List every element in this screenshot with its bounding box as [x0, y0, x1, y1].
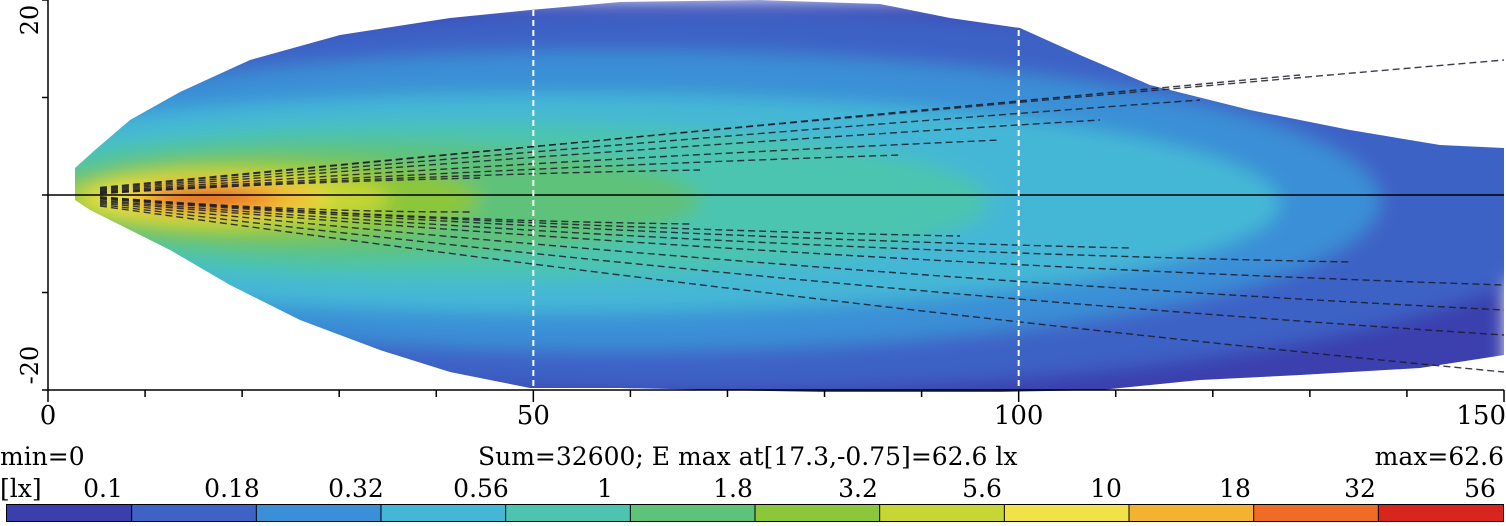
legend-label: 0.32	[328, 474, 384, 503]
colorbar-segment	[256, 505, 382, 521]
isolux-contours	[99, 59, 1505, 373]
legend-label: 0.1	[83, 474, 123, 503]
x-tick-label: 100	[994, 401, 1044, 431]
legend-label: 1.8	[713, 474, 753, 503]
illuminance-plot: 0 50 100 150 -20 20	[16, 0, 1506, 431]
colorbar-segment	[505, 505, 631, 521]
legend-label: 5.6	[962, 474, 1002, 503]
x-tick-label: 150	[1456, 401, 1506, 431]
legend-label: 3.2	[838, 474, 878, 503]
colorbar-segment	[879, 505, 1005, 521]
colorbar-segment	[630, 505, 756, 521]
axes: 0 50 100 150 -20 20	[16, 0, 1506, 431]
x-tick-label: 0	[40, 401, 57, 431]
legend-label: 56	[1464, 474, 1496, 503]
colorbar-segment	[1253, 505, 1379, 521]
max-label: max=62.6	[1374, 442, 1504, 471]
x-tick-label: 50	[517, 401, 550, 431]
legend-label: 18	[1219, 474, 1251, 503]
colorbar-segment	[1004, 505, 1130, 521]
colorbar-segment	[381, 505, 507, 521]
legend-label: 0.56	[453, 474, 509, 503]
colorbar-segment	[131, 505, 257, 521]
colorbar	[6, 504, 1504, 522]
colorbar-segment	[1129, 505, 1255, 521]
legend-label: 32	[1344, 474, 1376, 503]
colorbar-segment	[7, 505, 133, 521]
colorbar-segment	[755, 505, 881, 521]
colorbar-segment	[1378, 505, 1503, 521]
y-tick-label: 20	[16, 5, 44, 36]
legend-unit-label: [lx]	[0, 474, 42, 503]
summary-label: Sum=32600; E max at[17.3,-0.75]=62.6 lx	[478, 442, 1018, 471]
legend-label: 1	[597, 474, 613, 503]
min-label: min=0	[0, 442, 85, 471]
legend-label: 10	[1090, 474, 1122, 503]
legend-label: 0.18	[204, 474, 260, 503]
y-tick-label: -20	[16, 346, 44, 385]
